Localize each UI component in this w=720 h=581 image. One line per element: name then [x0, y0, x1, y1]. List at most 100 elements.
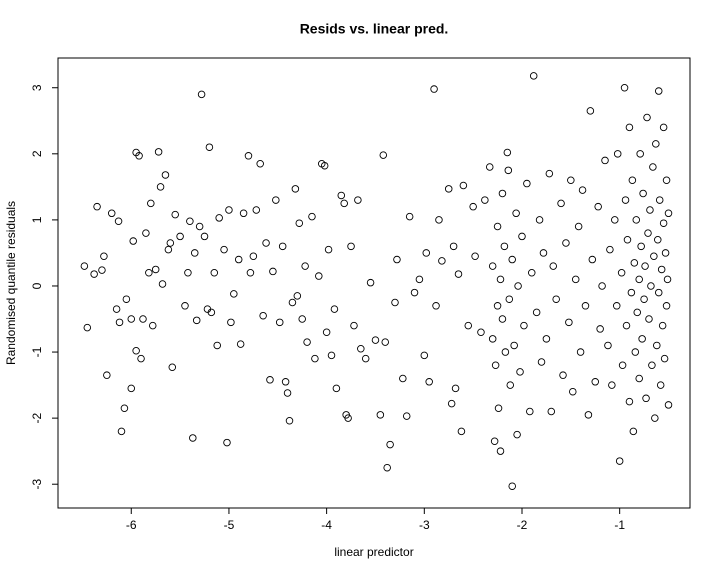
point	[156, 183, 165, 191]
point	[488, 262, 497, 270]
point	[223, 438, 231, 447]
point	[503, 148, 512, 157]
point	[205, 143, 214, 151]
point	[545, 169, 554, 178]
point	[293, 292, 302, 300]
point	[266, 376, 274, 384]
point	[227, 318, 235, 327]
point	[225, 206, 233, 214]
point	[166, 239, 175, 247]
point	[654, 235, 662, 244]
point	[447, 399, 456, 408]
point	[320, 161, 329, 170]
point	[451, 384, 460, 393]
point	[612, 302, 621, 310]
point	[122, 295, 131, 303]
point	[330, 305, 339, 313]
point	[132, 346, 140, 355]
point	[501, 348, 510, 356]
point	[361, 354, 370, 363]
point	[514, 282, 522, 290]
point	[114, 217, 123, 225]
point	[493, 222, 502, 231]
point	[520, 321, 528, 330]
point	[200, 232, 209, 241]
point	[291, 185, 300, 193]
point	[664, 401, 673, 409]
point	[660, 354, 669, 363]
point	[656, 381, 665, 389]
point	[207, 308, 216, 317]
point	[635, 275, 643, 284]
y-tick-label: -3	[30, 479, 44, 490]
point	[332, 384, 341, 393]
point	[494, 404, 503, 412]
point	[184, 269, 192, 277]
point	[256, 159, 264, 168]
point	[569, 387, 577, 396]
point	[308, 212, 316, 221]
point	[315, 272, 323, 280]
point	[195, 222, 204, 231]
point	[547, 407, 556, 416]
point	[391, 298, 399, 307]
point	[100, 252, 108, 260]
point	[239, 209, 248, 218]
point	[347, 242, 355, 251]
point	[630, 259, 639, 267]
point	[278, 242, 287, 251]
point	[542, 335, 551, 343]
point	[145, 269, 153, 277]
y-tick-label: 2	[30, 150, 44, 157]
point	[496, 447, 505, 455]
point	[664, 209, 673, 218]
point	[469, 202, 477, 211]
point	[657, 265, 666, 274]
point	[244, 152, 253, 160]
point	[649, 163, 657, 171]
point	[627, 288, 636, 297]
point	[410, 288, 419, 297]
point	[621, 196, 630, 204]
point	[405, 212, 414, 221]
point	[149, 321, 157, 330]
x-tick-label: -4	[321, 518, 332, 532]
point	[161, 171, 170, 179]
point	[604, 341, 612, 350]
x-tick-label: -2	[517, 518, 528, 532]
point	[147, 199, 155, 208]
point	[481, 196, 489, 204]
point	[164, 245, 173, 254]
point	[435, 216, 443, 224]
point	[103, 371, 111, 379]
point	[508, 482, 516, 490]
point	[137, 354, 145, 363]
point	[151, 265, 160, 274]
point	[399, 374, 407, 383]
point	[636, 150, 644, 158]
point	[230, 290, 238, 298]
point	[567, 176, 575, 184]
point	[354, 196, 362, 204]
point	[486, 163, 494, 171]
y-axis-label: Randomised quantile residuals	[4, 201, 18, 365]
point	[513, 430, 521, 439]
point	[516, 368, 524, 376]
y-tick-label: 3	[30, 84, 44, 91]
point	[523, 179, 531, 188]
point	[381, 338, 389, 346]
point	[322, 328, 331, 336]
point	[98, 266, 106, 274]
point	[457, 427, 466, 436]
point	[650, 252, 658, 260]
point	[562, 239, 570, 247]
point	[578, 186, 587, 194]
point	[663, 275, 672, 284]
point	[120, 404, 129, 412]
point	[642, 394, 650, 403]
x-tick-label: -1	[614, 518, 625, 532]
point	[90, 270, 98, 278]
point	[432, 302, 440, 310]
